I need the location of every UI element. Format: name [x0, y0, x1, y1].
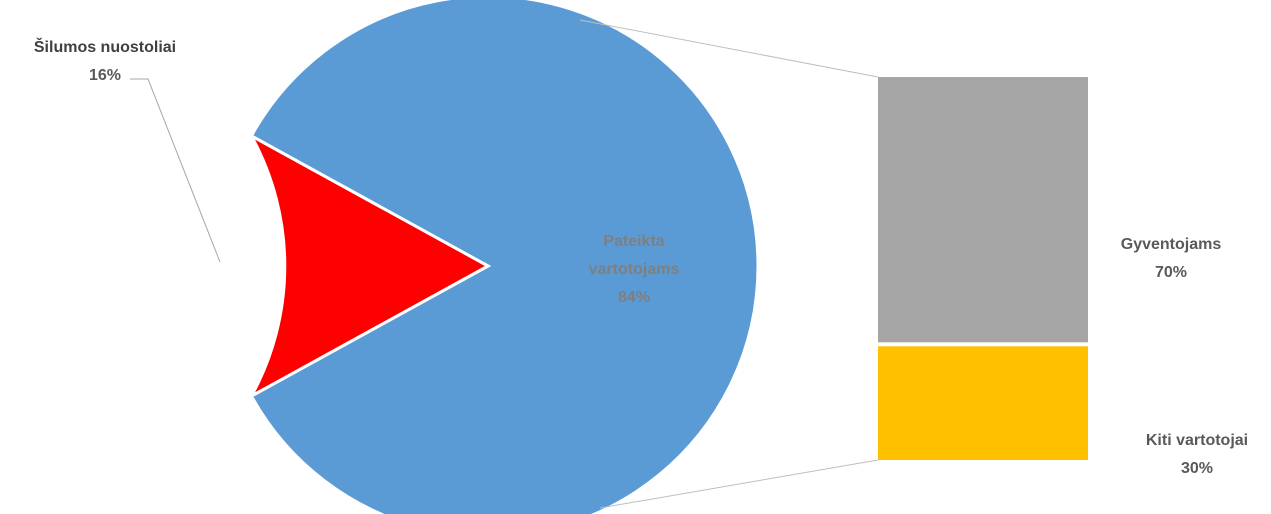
data-label-gyventojams-line1: Gyventojams — [1121, 236, 1222, 253]
data-label-kiti-value: 30% — [1181, 460, 1213, 477]
data-label-pateikta-line2: vartotojams — [589, 261, 680, 278]
pie-slice-pateikta-vartotojams — [249, 0, 760, 514]
data-label-kiti-line1: Kiti vartotojai — [1146, 432, 1248, 449]
pie-slice-silumos-nuostoliai — [247, 132, 492, 400]
data-label-silumos-value: 16% — [89, 67, 121, 84]
data-label-pateikta-value: 84% — [618, 289, 650, 306]
leader-line-silumos — [130, 78, 221, 263]
connector-line-top — [579, 19, 879, 78]
bar-segment-gyventojams — [878, 77, 1088, 343]
connector-line-bottom — [599, 459, 879, 509]
data-label-silumos-line1: Šilumos nuostoliai — [34, 37, 176, 56]
data-label-pateikta-line1: Pateikta — [603, 233, 664, 250]
data-label-gyventojams-value: 70% — [1155, 264, 1187, 281]
bar-segment-kiti-vartotojai — [878, 346, 1088, 460]
